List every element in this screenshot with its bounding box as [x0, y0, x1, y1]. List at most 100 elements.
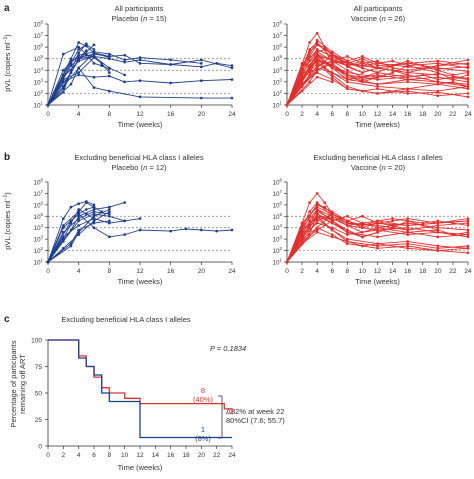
data-point	[123, 73, 127, 77]
x-tick-label: 4	[77, 268, 81, 275]
data-point	[376, 73, 379, 77]
data-point	[77, 57, 81, 61]
data-point	[92, 210, 96, 214]
data-point	[345, 73, 349, 77]
data-point	[69, 244, 73, 248]
data-point	[330, 212, 334, 216]
x-tick-label: 6	[330, 111, 334, 118]
data-point	[466, 82, 470, 86]
panel-label-c: c	[4, 314, 10, 325]
data-point	[315, 208, 319, 211]
data-point	[345, 221, 349, 225]
data-point	[315, 68, 319, 72]
data-point	[84, 208, 88, 211]
data-point	[69, 82, 73, 86]
data-point	[77, 45, 81, 49]
data-point	[315, 61, 319, 65]
data-point	[345, 230, 349, 234]
y-tick-label: 103	[34, 77, 44, 86]
data-point	[361, 66, 364, 70]
data-point	[315, 230, 319, 234]
data-point	[345, 224, 349, 227]
data-point	[330, 57, 334, 61]
data-point	[406, 75, 410, 79]
data-point	[61, 217, 65, 220]
data-point	[406, 92, 410, 95]
panel-label-b: b	[4, 152, 10, 163]
series-line	[47, 200, 95, 263]
data-point	[77, 66, 81, 70]
data-point	[345, 64, 349, 68]
data-point	[92, 55, 96, 58]
data-point	[436, 89, 440, 93]
data-point	[61, 52, 65, 56]
data-point	[345, 61, 349, 65]
data-point	[406, 228, 410, 232]
data-point	[308, 219, 311, 223]
data-point	[376, 87, 379, 91]
data-point	[323, 201, 327, 204]
data-point	[466, 71, 470, 74]
data-point	[184, 227, 188, 231]
data-point	[77, 48, 81, 51]
data-point	[406, 221, 410, 225]
series-line	[47, 213, 125, 263]
x-axis-label: Time (weeks)	[118, 277, 163, 286]
data-point	[215, 61, 219, 65]
y-tick-label: 108	[273, 178, 283, 187]
data-point	[84, 49, 88, 52]
data-point	[300, 228, 304, 232]
data-point	[466, 80, 470, 84]
x-tick-label: 8	[108, 452, 112, 459]
vaccine-end-percent: (40%)	[193, 395, 214, 404]
x-tick-label: 2	[300, 111, 304, 118]
data-point	[436, 244, 440, 248]
data-point	[436, 75, 440, 79]
data-point	[123, 53, 127, 57]
data-point	[77, 228, 81, 232]
data-point	[391, 224, 394, 227]
data-point	[361, 61, 364, 65]
data-point	[466, 78, 470, 81]
data-point	[315, 59, 319, 63]
data-point	[61, 240, 65, 243]
data-point	[436, 61, 440, 65]
data-point	[61, 75, 65, 79]
data-point	[376, 78, 379, 81]
data-point	[100, 61, 104, 65]
data-point	[123, 58, 127, 62]
data-point	[123, 201, 127, 204]
x-tick-label: 22	[213, 452, 221, 459]
data-point	[361, 235, 364, 239]
x-tick-label: 16	[167, 452, 175, 459]
data-point	[406, 224, 410, 227]
data-point	[330, 52, 334, 56]
data-point	[61, 80, 65, 84]
data-point	[123, 233, 127, 236]
data-point	[61, 230, 65, 234]
data-point	[315, 66, 319, 70]
x-tick-label: 18	[419, 268, 427, 275]
x-tick-label: 0	[46, 111, 50, 118]
y-tick-label: 107	[34, 189, 44, 198]
data-point	[436, 66, 440, 70]
data-point	[230, 96, 234, 100]
difference-ci: 80%CI (7.6; 55.7)	[226, 416, 285, 425]
data-point	[84, 42, 88, 46]
data-point	[92, 48, 96, 51]
data-point	[451, 75, 455, 79]
data-point	[406, 89, 410, 93]
data-point	[466, 217, 470, 220]
data-point	[330, 64, 334, 68]
data-point	[69, 61, 73, 65]
data-point	[376, 66, 379, 70]
data-point	[451, 73, 455, 77]
data-point	[84, 201, 88, 204]
x-tick-label: 14	[389, 111, 397, 118]
x-tick-label: 20	[434, 268, 442, 275]
data-point	[376, 224, 379, 227]
data-point	[406, 80, 410, 84]
data-point	[436, 221, 440, 225]
data-point	[330, 226, 334, 230]
